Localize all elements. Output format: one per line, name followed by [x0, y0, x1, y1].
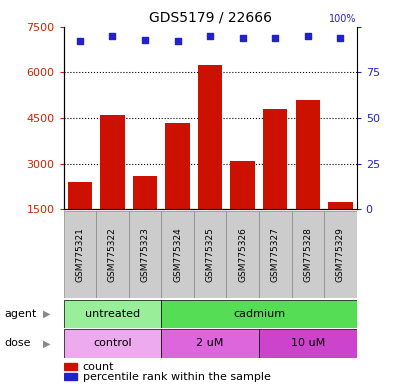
Bar [193, 211, 226, 298]
Bar [198, 65, 222, 209]
Text: GSM775324: GSM775324 [173, 227, 182, 282]
Bar [100, 115, 124, 209]
Bar [295, 100, 319, 209]
Text: GSM775323: GSM775323 [140, 227, 149, 282]
Bar [63, 363, 76, 370]
Bar [63, 373, 76, 380]
Bar [161, 329, 258, 358]
Text: count: count [82, 362, 114, 372]
Text: GSM775328: GSM775328 [303, 227, 312, 282]
Text: cadmium: cadmium [232, 309, 284, 319]
Text: GSM775322: GSM775322 [108, 227, 117, 282]
Point [174, 38, 180, 45]
Text: GSM775327: GSM775327 [270, 227, 279, 282]
Bar [327, 202, 352, 209]
Bar [161, 211, 193, 298]
Title: GDS5179 / 22666: GDS5179 / 22666 [148, 10, 271, 24]
Bar [258, 211, 291, 298]
Bar [226, 211, 258, 298]
Text: ▶: ▶ [43, 338, 51, 349]
Bar [67, 182, 92, 209]
Bar [133, 176, 157, 209]
Text: untreated: untreated [85, 309, 139, 319]
Bar [324, 211, 356, 298]
Text: control: control [93, 338, 131, 349]
Point [271, 35, 278, 41]
Point [206, 33, 213, 39]
Bar [96, 211, 128, 298]
Text: dose: dose [4, 338, 31, 349]
Bar [258, 329, 356, 358]
Point [336, 35, 343, 41]
Point [109, 33, 115, 39]
Text: GSM775321: GSM775321 [75, 227, 84, 282]
Bar [230, 161, 254, 209]
Text: GSM775326: GSM775326 [238, 227, 247, 282]
Bar [63, 300, 161, 328]
Text: 10 uM: 10 uM [290, 338, 324, 349]
Point [76, 38, 83, 45]
Bar [63, 329, 161, 358]
Text: agent: agent [4, 309, 36, 319]
Bar [291, 211, 324, 298]
Text: percentile rank within the sample: percentile rank within the sample [82, 372, 270, 382]
Text: GSM775325: GSM775325 [205, 227, 214, 282]
Point [239, 35, 245, 41]
Text: ▶: ▶ [43, 309, 51, 319]
Bar [128, 211, 161, 298]
Text: GSM775329: GSM775329 [335, 227, 344, 282]
Bar [63, 211, 96, 298]
Point [304, 33, 310, 39]
Bar [161, 300, 356, 328]
Text: 2 uM: 2 uM [196, 338, 223, 349]
Bar [263, 109, 287, 209]
Bar [165, 122, 189, 209]
Point [142, 36, 148, 43]
Text: 100%: 100% [328, 14, 356, 24]
